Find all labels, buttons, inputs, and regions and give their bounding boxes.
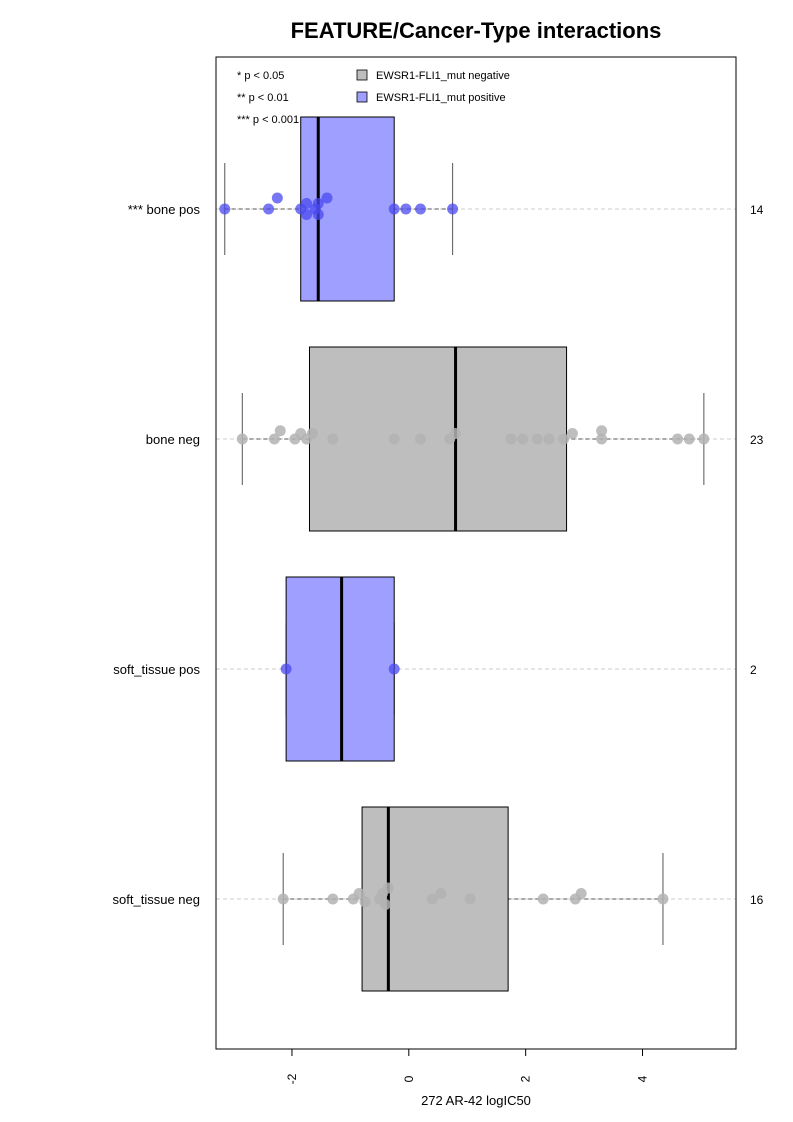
data-point — [566, 428, 578, 439]
count-label: 23 — [750, 433, 764, 447]
significance-legend-item: * p < 0.05 — [237, 70, 284, 82]
data-point — [280, 663, 292, 675]
data-point — [306, 428, 318, 439]
grid-lines — [216, 208, 736, 900]
data-point — [537, 893, 549, 905]
data-point — [277, 893, 289, 905]
data-point — [435, 888, 447, 899]
data-point — [414, 203, 426, 215]
data-point — [274, 425, 286, 437]
count-label: 2 — [750, 663, 757, 677]
data-point — [312, 209, 324, 220]
color-legend: EWSR1-FLI1_mut negative EWSR1-FLI1_mut p… — [356, 69, 510, 104]
data-point — [450, 428, 462, 439]
data-point — [321, 192, 333, 204]
data-point — [505, 433, 517, 445]
legend-label-positive: EWSR1-FLI1_mut positive — [376, 92, 506, 104]
category-label: bone neg — [146, 432, 200, 447]
data-point — [263, 203, 275, 215]
significance-legend: * p < 0.05 ** p < 0.01 *** p < 0.001 — [237, 70, 299, 126]
x-tick-label: 0 — [402, 1075, 416, 1082]
data-point — [219, 203, 231, 215]
legend-swatch-negative — [356, 69, 368, 81]
count-label: 14 — [750, 203, 764, 217]
x-axis: -2 0 2 4 — [285, 1049, 650, 1084]
data-point — [400, 203, 412, 215]
data-points — [219, 192, 710, 910]
count-label: 16 — [750, 893, 764, 907]
data-point — [359, 896, 371, 908]
data-point — [301, 209, 313, 220]
data-point — [683, 433, 695, 445]
x-axis-label: 272 AR-42 logIC50 — [421, 1093, 531, 1108]
data-point — [353, 888, 365, 899]
plot-frame — [215, 56, 737, 1050]
data-point — [388, 203, 400, 215]
significance-legend-item: *** p < 0.001 — [237, 114, 299, 126]
x-tick-label: -2 — [285, 1073, 299, 1084]
legend-swatch-positive — [356, 91, 368, 103]
chart-title: FEATURE/Cancer-Type interactions — [291, 18, 662, 43]
data-point — [543, 433, 555, 445]
data-point — [388, 433, 400, 445]
data-point — [426, 893, 438, 905]
data-point — [379, 899, 391, 910]
data-point — [596, 425, 608, 437]
category-label: *** bone pos — [128, 202, 201, 217]
data-point — [517, 433, 529, 445]
data-point — [327, 433, 339, 445]
category-label: soft_tissue neg — [113, 892, 200, 907]
category-label: soft_tissue pos — [113, 662, 200, 677]
data-point — [596, 433, 608, 445]
data-point — [672, 433, 684, 445]
data-point — [575, 888, 587, 899]
data-point — [271, 192, 283, 204]
data-point — [698, 433, 710, 445]
data-point — [327, 893, 339, 905]
data-point — [414, 433, 426, 445]
data-point — [301, 198, 313, 209]
x-tick-label: 4 — [636, 1075, 650, 1082]
data-point — [464, 893, 476, 905]
count-labels: 14 23 2 16 — [750, 203, 764, 907]
data-point — [236, 433, 248, 445]
data-point — [558, 433, 570, 445]
data-point — [531, 433, 543, 445]
data-point — [657, 893, 669, 905]
category-labels: *** bone pos bone neg soft_tissue pos soft_… — [113, 202, 201, 907]
data-point — [382, 882, 394, 894]
data-point — [388, 663, 400, 675]
boxes — [224, 116, 705, 992]
data-point — [312, 198, 324, 209]
data-point — [447, 203, 459, 215]
significance-legend-item: ** p < 0.01 — [237, 92, 289, 104]
x-tick-label: 2 — [519, 1075, 533, 1082]
legend-label-negative: EWSR1-FLI1_mut negative — [376, 70, 510, 82]
data-point — [268, 433, 280, 445]
